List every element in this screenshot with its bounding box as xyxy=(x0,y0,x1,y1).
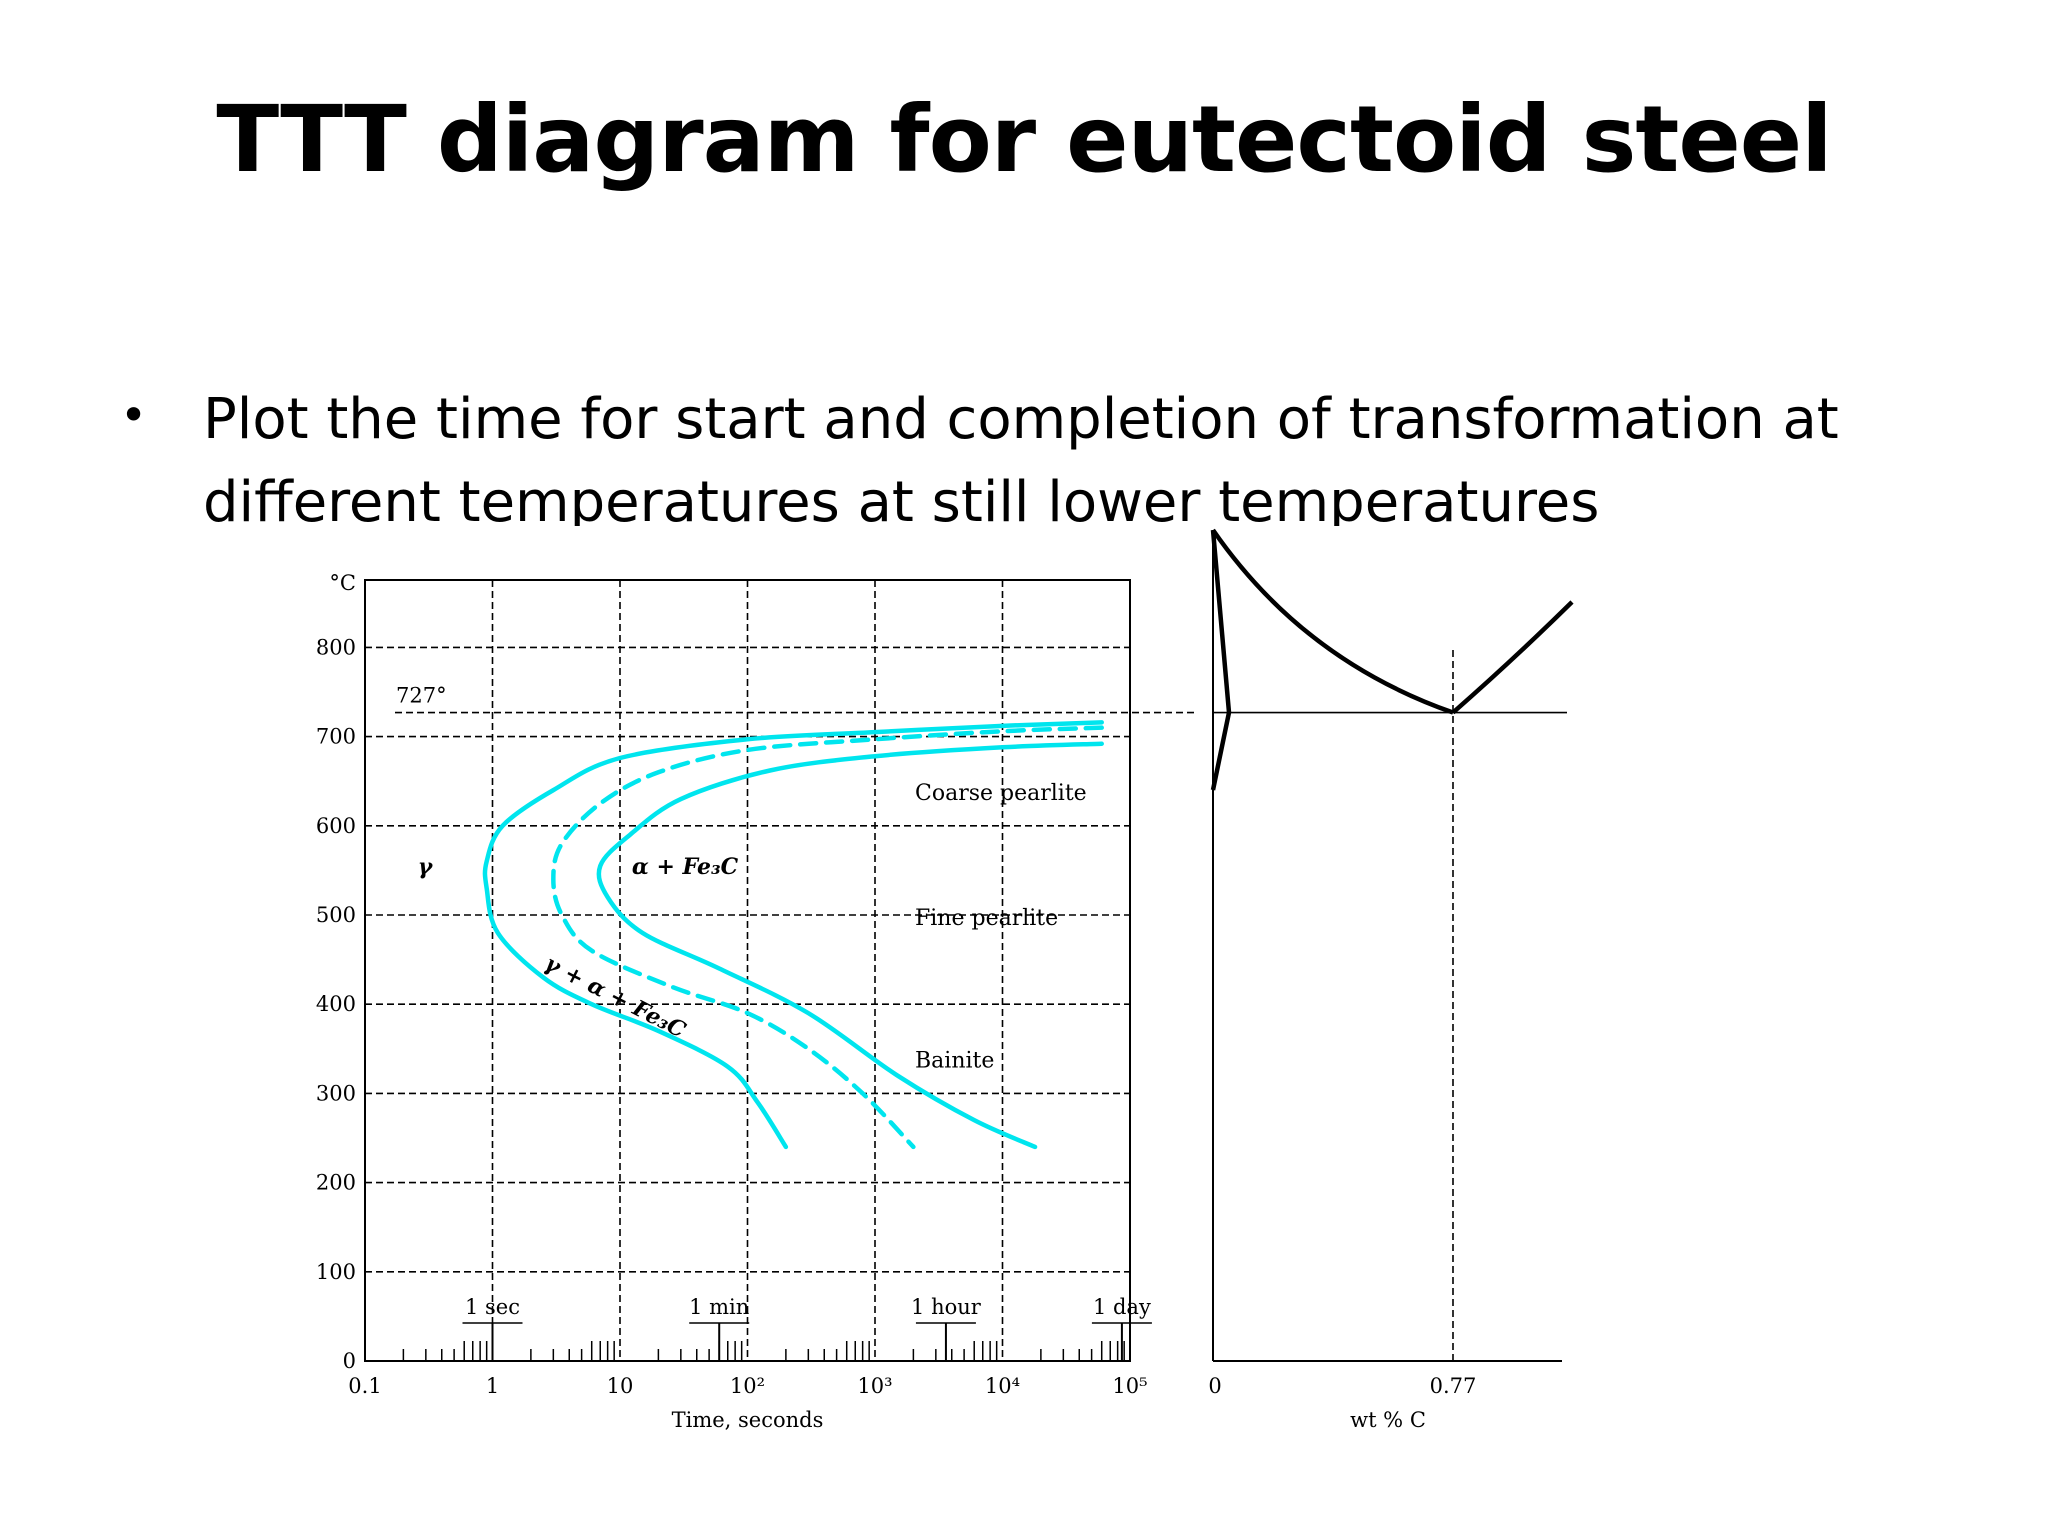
y-tick-label: 600 xyxy=(316,814,356,838)
phase-x-tick-label: 0 xyxy=(1208,1374,1221,1398)
y-tick-label: 300 xyxy=(316,1081,356,1105)
region-label: Fine pearlite xyxy=(915,906,1058,931)
slide-title: TTT diagram for eutectoid steel xyxy=(216,86,1832,193)
x-axis-label: Time, seconds xyxy=(672,1408,824,1432)
x-tick-label: 10 xyxy=(607,1374,634,1398)
bullet-text: Plot the time for start and completion o… xyxy=(203,387,1839,526)
y-axis-unit: °C xyxy=(329,571,356,595)
time-marker-label: 1 sec xyxy=(465,1295,520,1319)
x-tick-label: 10⁵ xyxy=(1112,1374,1147,1398)
y-tick-label: 500 xyxy=(316,903,356,927)
transformation-curve-3 xyxy=(596,741,1104,1150)
y-tick-label: 0 xyxy=(343,1349,356,1373)
y-tick-label: 200 xyxy=(316,1171,356,1195)
axes: 0 100 200 300 400 500 600 700 800 °C 0.1 1 10 10² 10³ 1… xyxy=(316,571,1152,1432)
y-tick-label: 800 xyxy=(316,635,356,659)
bullet-icon: • xyxy=(120,388,148,442)
transformation-curve-1 xyxy=(482,720,1104,1150)
y-tick-label: 400 xyxy=(316,992,356,1016)
phase-x-tick-label: 0.77 xyxy=(1430,1374,1477,1398)
x-tick-label: 10⁴ xyxy=(985,1374,1020,1398)
x-tick-label: 1 xyxy=(486,1374,499,1398)
gamma-label: γ xyxy=(418,854,434,880)
alpha-fe3c-label: α + Fe₃C xyxy=(632,854,739,880)
y-tick-label: 700 xyxy=(316,725,356,749)
a3-curve xyxy=(1211,528,1454,715)
transformation-curves xyxy=(482,720,1104,1150)
x-tick-label: 10³ xyxy=(857,1374,892,1398)
x-tick-label: 0.1 xyxy=(348,1374,381,1398)
region-label: Coarse pearlite xyxy=(915,781,1087,806)
ferrite-boundary xyxy=(1210,529,1232,791)
eutectoid-label: 727° xyxy=(396,684,447,708)
plot-frame xyxy=(364,579,1131,1362)
y-tick-label: 100 xyxy=(316,1260,356,1284)
time-marker-label: 1 min xyxy=(689,1295,749,1319)
acm-curve xyxy=(1451,600,1574,715)
x-tick-label: 10² xyxy=(730,1374,765,1398)
time-marker-label: 1 hour xyxy=(911,1295,982,1319)
grid xyxy=(365,580,1195,1361)
region-label: Bainite xyxy=(915,1049,994,1074)
transformation-curve-2 xyxy=(551,725,1104,1150)
phase-x-axis-label: wt % C xyxy=(1350,1408,1426,1432)
time-marker-label: 1 day xyxy=(1093,1295,1151,1319)
